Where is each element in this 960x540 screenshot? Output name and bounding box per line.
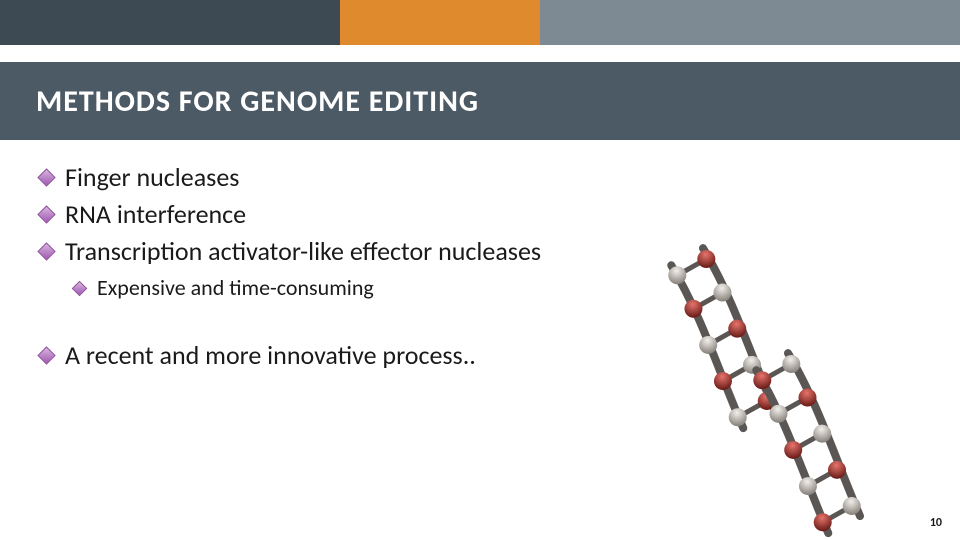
top-accent-segment-orange <box>340 0 540 45</box>
list-item: Transcription activator-like effector nu… <box>40 234 690 269</box>
list-item: Expensive and time-consuming <box>74 273 690 304</box>
list-item: Finger nucleases <box>40 160 690 195</box>
slide-body: Finger nucleases RNA interference Transc… <box>40 160 690 375</box>
list-item-label: Transcription activator-like effector nu… <box>65 234 541 269</box>
list-item-label: Finger nucleases <box>65 160 239 195</box>
list-item: A recent and more innovative process.. <box>40 338 690 373</box>
slide-title: METHODS FOR GENOME EDITING <box>36 83 479 120</box>
bullet-list: Finger nucleases RNA interference Transc… <box>40 160 690 269</box>
list-item-label: RNA interference <box>65 197 246 232</box>
diamond-bullet-icon <box>37 346 55 364</box>
top-accent-segment-grey <box>540 0 960 45</box>
spacer <box>40 304 690 338</box>
list-item: RNA interference <box>40 197 690 232</box>
diamond-bullet-icon <box>72 281 88 297</box>
top-accent-bar <box>0 0 960 45</box>
page-number: 10 <box>930 516 942 530</box>
list-item-label: Expensive and time-consuming <box>97 273 374 304</box>
title-band: METHODS FOR GENOME EDITING <box>0 62 960 140</box>
bullet-list-continued: A recent and more innovative process.. <box>40 338 690 373</box>
list-item-label: A recent and more innovative process.. <box>65 338 476 373</box>
diamond-bullet-icon <box>37 168 55 186</box>
diamond-bullet-icon <box>37 242 55 260</box>
sub-bullet-list: Expensive and time-consuming <box>40 273 690 304</box>
diamond-bullet-icon <box>37 205 55 223</box>
slide: METHODS FOR GENOME EDITING Finger nuclea… <box>0 0 960 540</box>
top-accent-segment-dark <box>0 0 340 45</box>
